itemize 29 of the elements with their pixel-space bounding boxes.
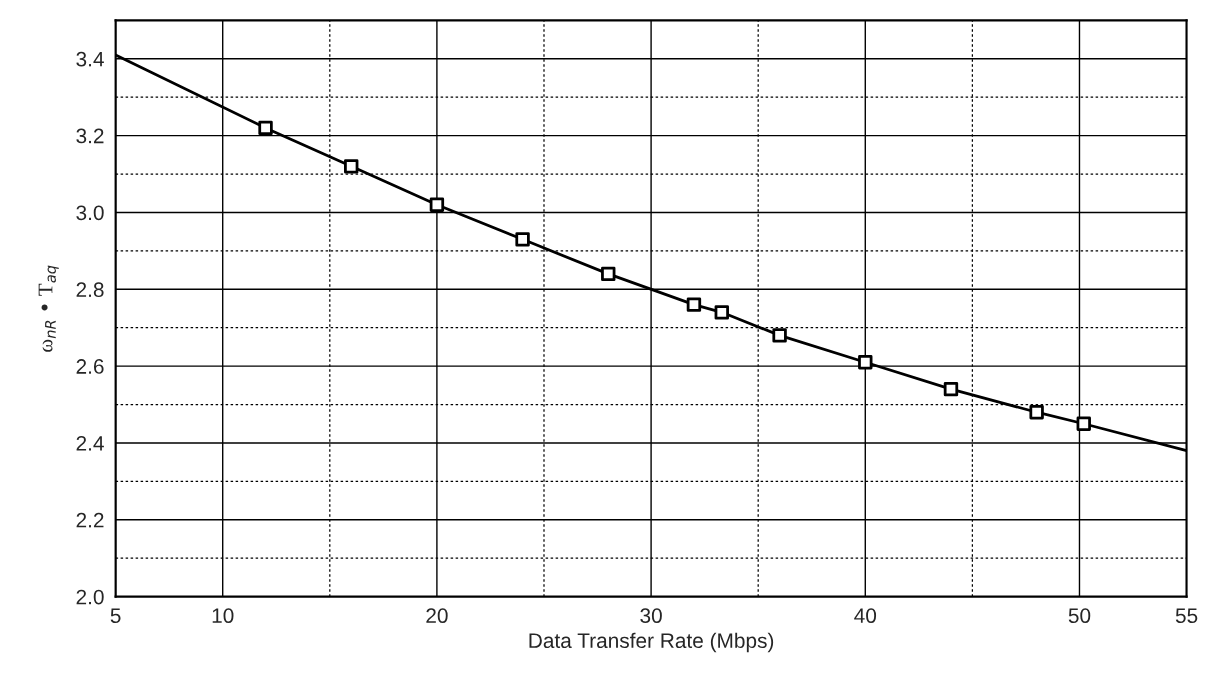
y-tick-label: 2.6 xyxy=(76,359,104,374)
point xyxy=(1029,405,1044,420)
point xyxy=(686,297,702,312)
y-tick-label: 3.0 xyxy=(76,205,104,221)
x-tick-label: 5 xyxy=(110,608,121,624)
y-tick-label: 3.2 xyxy=(76,128,104,144)
y-tick-label: 2.2 xyxy=(76,512,104,528)
y-tick-label: 2.0 xyxy=(76,589,104,605)
x-tick-label: 30 xyxy=(640,608,662,624)
point xyxy=(1076,416,1091,431)
y-tick-label: 3.4 xyxy=(76,51,104,67)
x-tick-label: 40 xyxy=(854,608,877,624)
x-axis-title: Data Transfer Rate (Mbps) xyxy=(529,632,774,653)
y-tick-label: 2.8 xyxy=(76,282,104,298)
point xyxy=(429,197,445,212)
point xyxy=(772,328,787,343)
point xyxy=(858,355,873,370)
x-tick-label: 10 xyxy=(212,608,234,624)
point xyxy=(714,305,729,320)
y-axis-title: ω$_{nR}$ • T$_{aq}$ xyxy=(38,265,59,352)
point xyxy=(344,159,359,174)
y-tick-label: 2.4 xyxy=(76,435,104,451)
x-tick-label: 55 xyxy=(1175,608,1198,624)
x-tick-label: 50 xyxy=(1068,608,1091,624)
x-tick-label: 20 xyxy=(426,608,448,624)
point xyxy=(515,232,530,247)
point xyxy=(601,266,616,282)
point xyxy=(943,381,959,397)
point xyxy=(258,120,273,136)
